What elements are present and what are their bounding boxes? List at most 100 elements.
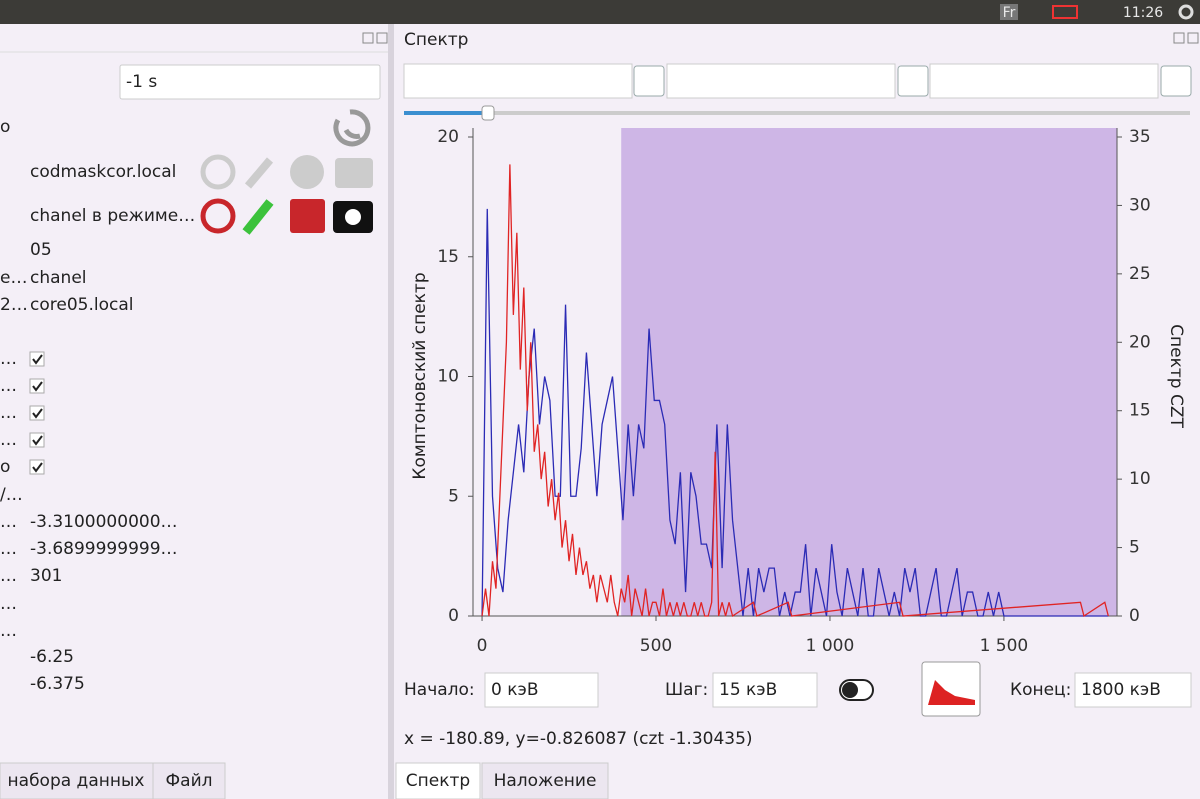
- row-value: -6.375: [30, 674, 85, 694]
- row-label: o: [0, 457, 10, 477]
- tab-label: Файл: [166, 771, 213, 791]
- tab-active[interactable]: [395, 762, 481, 799]
- row-value: -3.3100000000…: [30, 512, 178, 532]
- row-label: o: [0, 117, 10, 137]
- camera-lens: [345, 209, 361, 225]
- end-value: 1800 кэВ: [1081, 680, 1161, 700]
- property-rows: o codmaskcor.local chanel в режиме… 05e… cha…: [0, 117, 195, 694]
- row-label: …: [0, 376, 17, 396]
- battery-icon[interactable]: [1052, 5, 1078, 19]
- power-icon[interactable]: [200, 154, 236, 190]
- clock[interactable]: 11:26: [1123, 5, 1163, 21]
- row-label: …: [0, 403, 17, 423]
- y2-tick-label: 30: [1129, 195, 1151, 215]
- settings-icon[interactable]: [1178, 4, 1194, 20]
- checkbox[interactable]: [29, 432, 45, 448]
- row-label: …: [0, 430, 17, 450]
- chart: 0 500 1 000 1 500 0 5 10 15 20 0 5 10 15 20 25 30 35 Комп…: [410, 127, 1186, 656]
- close-button[interactable]: [1187, 32, 1199, 44]
- slider-handle[interactable]: [481, 105, 495, 121]
- step-input[interactable]: [712, 672, 818, 708]
- camera-icon[interactable]: [335, 158, 373, 188]
- start-input[interactable]: [484, 672, 599, 708]
- y2-tick-label: 10: [1129, 469, 1151, 489]
- stop-icon[interactable]: [290, 199, 325, 233]
- control-label: Шаг:: [665, 680, 708, 700]
- row-value: 301: [30, 566, 62, 586]
- checkbox[interactable]: [29, 459, 45, 475]
- filter-button[interactable]: [1160, 65, 1192, 97]
- y2-axis-label: Спектр CZT: [1166, 324, 1186, 428]
- row-label: 2…: [0, 295, 28, 315]
- power-icon[interactable]: [200, 198, 236, 234]
- row-value: codmaskcor.local: [30, 162, 176, 182]
- combo-box[interactable]: [403, 63, 633, 99]
- device-icons: [200, 154, 373, 235]
- combo-box[interactable]: [666, 63, 896, 99]
- tab-label: Наложение: [494, 771, 597, 791]
- checkbox[interactable]: [29, 351, 45, 367]
- tab[interactable]: [152, 762, 226, 799]
- row-label: …: [0, 566, 17, 586]
- interval-value: -1 s: [126, 72, 157, 92]
- close-button[interactable]: [376, 32, 388, 44]
- row-value: core05.local: [30, 295, 133, 315]
- filter-button[interactable]: [897, 65, 929, 97]
- filter-button[interactable]: [633, 65, 665, 97]
- tab[interactable]: [0, 762, 154, 799]
- y-tick-label: 15: [437, 247, 459, 267]
- plug-icon[interactable]: [244, 157, 274, 189]
- row-label: /…: [0, 485, 23, 505]
- y2-tick-label: 5: [1129, 538, 1140, 558]
- step-value: 15 кэВ: [719, 680, 777, 700]
- float-button[interactable]: [362, 32, 374, 44]
- start-value: 0 кэВ: [491, 680, 538, 700]
- refresh-icon[interactable]: [333, 109, 371, 147]
- control-label: Конец:: [1010, 680, 1071, 700]
- y2-tick-label: 15: [1129, 401, 1151, 421]
- splitter[interactable]: [388, 24, 394, 799]
- y2-tick-label: 20: [1129, 332, 1151, 352]
- row-label: …: [0, 349, 17, 369]
- row-value: -3.6899999999…: [30, 539, 178, 559]
- combo-box[interactable]: [929, 63, 1159, 99]
- status-text: x = -180.89, y=-0.826087 (czt -1.30435): [404, 729, 753, 749]
- keyboard-layout[interactable]: Fr: [1003, 5, 1016, 21]
- x-tick-label: 500: [640, 636, 672, 656]
- button-icon: [928, 680, 975, 705]
- row-label: …: [0, 621, 17, 641]
- row-label: e…: [0, 268, 27, 288]
- spectrum-button[interactable]: [921, 661, 981, 717]
- panel-title: Спектр: [404, 30, 468, 50]
- y-tick-label: 20: [437, 127, 459, 147]
- combo-row: [403, 63, 1192, 99]
- checkmark: [32, 408, 43, 419]
- y2-tick-label: 25: [1129, 264, 1151, 284]
- keyboard-badge: [1000, 4, 1018, 20]
- row-value: chanel в режиме…: [30, 206, 195, 226]
- row-value: chanel: [30, 268, 87, 288]
- checkbox[interactable]: [29, 378, 45, 394]
- row-value: -6.25: [30, 647, 74, 667]
- end-input[interactable]: [1074, 672, 1192, 708]
- control-label: Начало:: [404, 680, 475, 700]
- float-button[interactable]: [1173, 32, 1185, 44]
- checkmark: [32, 381, 43, 392]
- checkbox[interactable]: [29, 405, 45, 421]
- plug-icon[interactable]: [242, 199, 274, 235]
- checkmark: [32, 462, 43, 473]
- tab[interactable]: [481, 762, 609, 799]
- row-label: …: [0, 594, 17, 614]
- interval-input[interactable]: [119, 64, 381, 100]
- record-icon[interactable]: [290, 155, 324, 189]
- y-tick-label: 5: [448, 486, 459, 506]
- y2-tick-label: 0: [1129, 606, 1140, 626]
- y-tick-label: 10: [437, 367, 459, 387]
- row-value: 05: [30, 240, 52, 260]
- tab-label: набора данных: [8, 771, 145, 791]
- y-axis-label: Комптоновский спектр: [410, 272, 430, 479]
- top-bar: [0, 0, 1200, 24]
- row-label: …: [0, 512, 17, 532]
- x-tick-label: 0: [477, 636, 488, 656]
